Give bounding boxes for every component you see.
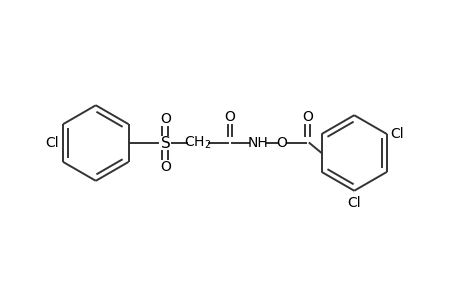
Text: Cl: Cl bbox=[45, 136, 59, 150]
Text: S: S bbox=[160, 136, 170, 151]
Text: O: O bbox=[160, 160, 170, 174]
Text: Cl: Cl bbox=[389, 127, 403, 141]
Text: Cl: Cl bbox=[347, 196, 360, 210]
Text: O: O bbox=[276, 136, 286, 150]
Text: CH$_2$: CH$_2$ bbox=[184, 135, 212, 151]
Text: NH: NH bbox=[247, 136, 268, 150]
Text: O: O bbox=[302, 110, 312, 124]
Text: O: O bbox=[224, 110, 235, 124]
Text: O: O bbox=[160, 112, 170, 126]
